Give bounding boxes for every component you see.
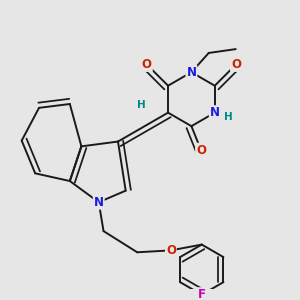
Text: N: N: [94, 196, 104, 209]
Text: N: N: [210, 106, 220, 119]
Text: H: H: [224, 112, 233, 122]
Text: O: O: [231, 58, 241, 71]
Text: H: H: [137, 100, 146, 110]
Text: O: O: [196, 144, 206, 157]
Text: O: O: [166, 244, 176, 257]
Text: O: O: [142, 58, 152, 71]
Text: N: N: [186, 66, 197, 79]
Text: F: F: [198, 288, 206, 300]
